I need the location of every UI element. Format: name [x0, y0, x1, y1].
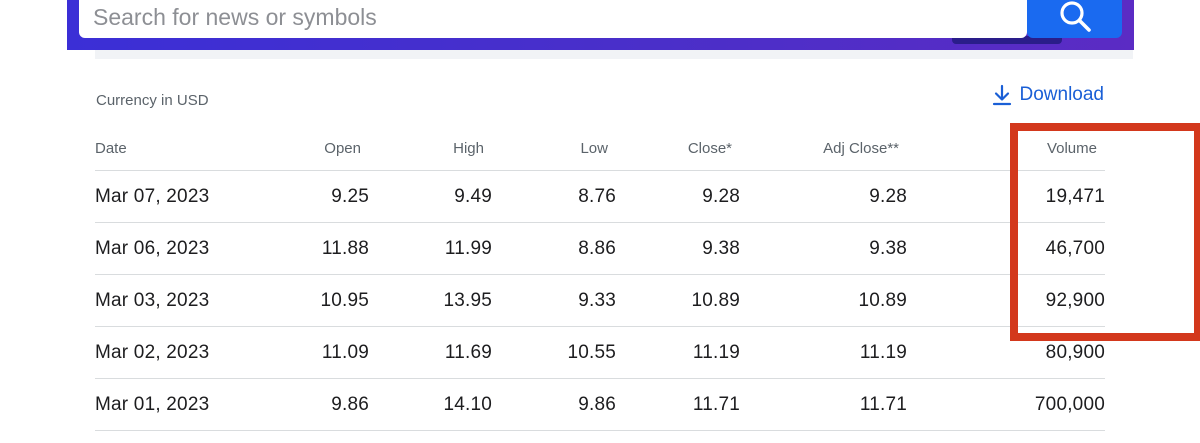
- cell-open: 10.95: [275, 274, 369, 327]
- cell-low: 8.86: [492, 222, 616, 275]
- cell-open: 11.09: [275, 326, 369, 379]
- cell-low: 9.33: [492, 274, 616, 327]
- search-icon: [1059, 1, 1091, 32]
- cell-date: Mar 02, 2023: [95, 326, 275, 379]
- table-row: Mar 06, 2023 11.88 11.99 8.86 9.38 9.38 …: [95, 222, 1105, 275]
- cell-adj-close: 11.71: [740, 378, 907, 431]
- cell-volume: 80,900: [907, 326, 1105, 379]
- cell-volume: 19,471: [907, 170, 1105, 223]
- cell-date: Mar 07, 2023: [95, 170, 275, 223]
- cell-high: 11.69: [369, 326, 492, 379]
- cell-low: 10.55: [492, 326, 616, 379]
- header-bottom-strip: [95, 50, 1133, 59]
- cell-close: 9.28: [616, 170, 740, 223]
- cell-date: Mar 06, 2023: [95, 222, 275, 275]
- cell-low: 8.76: [492, 170, 616, 223]
- table-row: Mar 01, 2023 9.86 14.10 9.86 11.71 11.71…: [95, 378, 1105, 431]
- cell-high: 9.49: [369, 170, 492, 223]
- cell-volume: 92,900: [907, 274, 1105, 327]
- download-label: Download: [1019, 84, 1105, 105]
- cell-low: 9.86: [492, 378, 616, 431]
- search-button[interactable]: [1027, 0, 1122, 38]
- cell-adj-close: 9.38: [740, 222, 907, 275]
- column-header-date: Date: [95, 126, 275, 171]
- cell-adj-close: 11.19: [740, 326, 907, 379]
- historical-prices-table: Date Open High Low Close* Adj Close** Vo…: [95, 126, 1105, 431]
- column-header-close: Close*: [616, 126, 740, 171]
- cell-close: 11.19: [616, 326, 740, 379]
- cell-high: 14.10: [369, 378, 492, 431]
- cell-adj-close: 9.28: [740, 170, 907, 223]
- column-header-low: Low: [492, 126, 616, 171]
- currency-note: Currency in USD: [96, 92, 209, 109]
- download-link[interactable]: Download: [992, 84, 1105, 106]
- column-header-open: Open: [275, 126, 369, 171]
- cell-close: 11.71: [616, 378, 740, 431]
- column-header-volume: Volume: [907, 126, 1105, 171]
- cell-close: 10.89: [616, 274, 740, 327]
- cell-open: 11.88: [275, 222, 369, 275]
- cell-volume: 700,000: [907, 378, 1105, 431]
- cell-volume: 46,700: [907, 222, 1105, 275]
- header-accent-strip: [952, 36, 1062, 44]
- table-row: Mar 03, 2023 10.95 13.95 9.33 10.89 10.8…: [95, 274, 1105, 327]
- table-row: Mar 07, 2023 9.25 9.49 8.76 9.28 9.28 19…: [95, 170, 1105, 223]
- cell-open: 9.25: [275, 170, 369, 223]
- table-header-row: Date Open High Low Close* Adj Close** Vo…: [95, 126, 1105, 171]
- search-input[interactable]: [93, 0, 993, 34]
- cell-date: Mar 01, 2023: [95, 378, 275, 431]
- cell-adj-close: 10.89: [740, 274, 907, 327]
- column-header-adj-close: Adj Close**: [740, 126, 907, 171]
- cell-open: 9.86: [275, 378, 369, 431]
- download-icon: [992, 84, 1011, 106]
- cell-high: 11.99: [369, 222, 492, 275]
- cell-date: Mar 03, 2023: [95, 274, 275, 327]
- cell-high: 13.95: [369, 274, 492, 327]
- cell-close: 9.38: [616, 222, 740, 275]
- table-row: Mar 02, 2023 11.09 11.69 10.55 11.19 11.…: [95, 326, 1105, 379]
- search-box: [79, 0, 1027, 38]
- column-header-high: High: [369, 126, 492, 171]
